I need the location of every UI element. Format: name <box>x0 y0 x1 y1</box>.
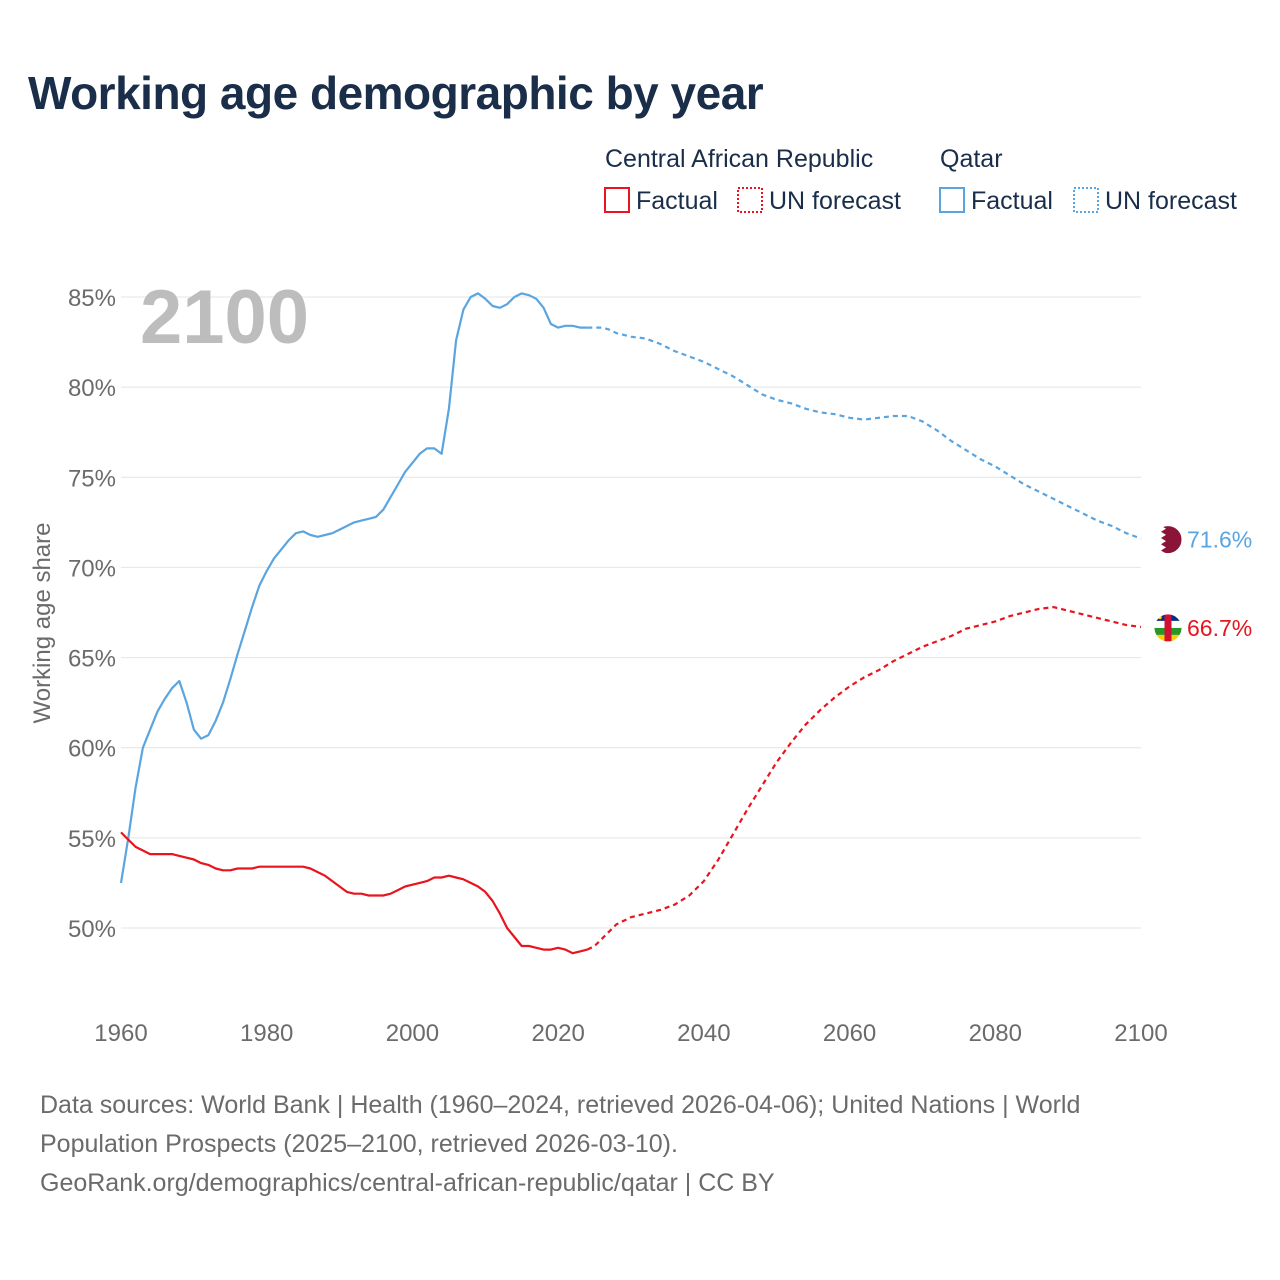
legend-swatch-qatar-factual[interactable] <box>939 187 965 213</box>
x-tick-label: 2100 <box>1114 1020 1167 1047</box>
series-line-qatar-factual[interactable] <box>119 292 588 884</box>
legend-group-qatar: Qatar <box>940 145 1003 173</box>
legend-swatch-qatar-forecast[interactable] <box>1073 187 1099 213</box>
flag-outline <box>1153 613 1183 643</box>
x-tick-label: 2060 <box>823 1020 876 1047</box>
y-tick-label: 70% <box>68 555 116 582</box>
x-tick-label: 2080 <box>969 1020 1022 1047</box>
y-tick-label: 60% <box>68 736 116 763</box>
footer-line-1: Data sources: World Bank | Health (1960–… <box>40 1091 1081 1119</box>
end-markers: 71.6% 66.7% <box>1153 525 1252 643</box>
gridlines <box>121 296 1141 929</box>
end-value-label: 71.6% <box>1187 527 1252 553</box>
legend-swatch-car-factual[interactable] <box>604 187 630 213</box>
footer-line-2: Population Prospects (2025–2100, retriev… <box>40 1130 678 1158</box>
y-tick-label: 55% <box>68 826 116 853</box>
legend-label-car-factual[interactable]: Factual <box>636 187 718 215</box>
y-tick-label: 50% <box>68 916 116 943</box>
x-tick-label: 1960 <box>94 1020 147 1047</box>
legend-label-qatar-factual[interactable]: Factual <box>971 187 1053 215</box>
y-axis-label: Working age share <box>29 523 56 724</box>
legend-label-qatar-forecast[interactable]: UN forecast <box>1105 187 1237 215</box>
y-tick-label: 85% <box>68 285 116 312</box>
legend-label-car-forecast[interactable]: UN forecast <box>769 187 901 215</box>
legend-swatch-car-forecast[interactable] <box>737 187 763 213</box>
y-tick-label: 75% <box>68 465 116 492</box>
page-title: Working age demographic by year <box>28 67 764 119</box>
series-line-qatar-forecast[interactable] <box>587 326 1142 540</box>
legend-group-central-african-republic: Central African Republic <box>605 145 873 173</box>
x-tick-label: 2040 <box>677 1020 730 1047</box>
legend: Central African Republic Qatar Factual U… <box>604 145 1237 215</box>
y-tick-label: 80% <box>68 375 116 402</box>
year-watermark: 2100 <box>140 275 309 360</box>
x-axis-ticks: 1960 1980 2000 2020 2040 2060 2080 2100 <box>94 1020 1167 1047</box>
y-axis-ticks: 50% 55% 60% 65% 70% 75% 80% 85% <box>68 285 116 943</box>
flag-outline <box>1153 525 1183 555</box>
x-tick-label: 2020 <box>531 1020 584 1047</box>
qatar-flag-icon <box>1154 525 1182 554</box>
series-line-central-african-republic-factual[interactable] <box>120 831 588 955</box>
series-lines <box>119 292 1142 955</box>
x-tick-label: 2000 <box>386 1020 439 1047</box>
end-value-label: 66.7% <box>1187 615 1252 641</box>
series-line-central-african-republic-forecast[interactable] <box>586 605 1142 951</box>
y-tick-label: 65% <box>68 646 116 673</box>
footer: Data sources: World Bank | Health (1960–… <box>40 1086 1240 1203</box>
footer-line-3[interactable]: GeoRank.org/demographics/central-african… <box>40 1169 775 1197</box>
x-tick-label: 1980 <box>240 1020 293 1047</box>
